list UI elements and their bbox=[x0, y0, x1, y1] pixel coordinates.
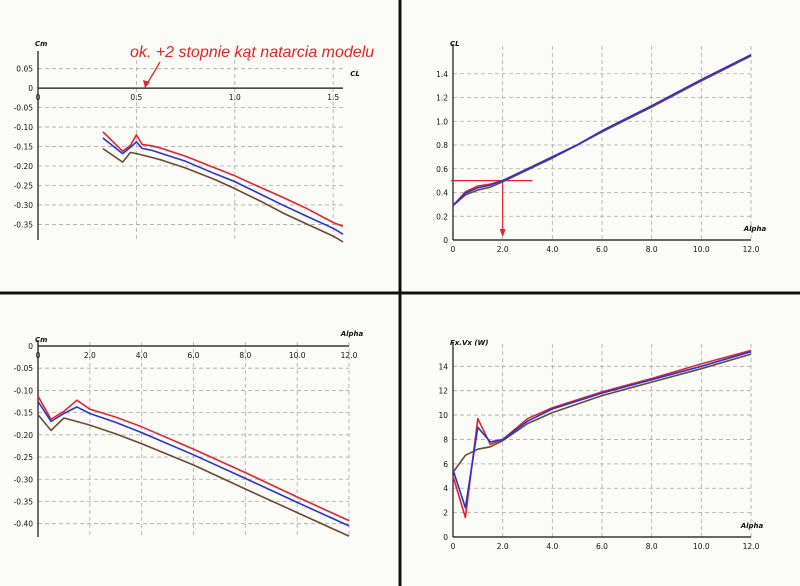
y-tick-label: 4 bbox=[443, 484, 448, 493]
x-tick-label: 12.0 bbox=[743, 245, 760, 254]
series-line-blue bbox=[102, 137, 344, 235]
annotation-arrowhead bbox=[143, 80, 150, 88]
y-tick-label: -0.35 bbox=[14, 220, 34, 229]
guide-arrowhead bbox=[499, 229, 506, 237]
y-tick-label: 1.4 bbox=[436, 70, 448, 79]
x-tick-label: 1.5 bbox=[327, 93, 339, 102]
x-axis-label: CL bbox=[350, 70, 360, 78]
y-tick-label: 14 bbox=[438, 362, 448, 371]
y-tick-label: 1.0 bbox=[436, 117, 448, 126]
x-axis-label: Alpha bbox=[740, 522, 764, 530]
chart-cm-vs-cl: 0 0.5 1.0 1.50.050-0.05-0.10-0.15-0.20-0.25… bbox=[14, 40, 360, 243]
chart-fxvx-vs-alpha: 0 2.0 4.0 6.0 8.0 10.0 12.0 0 2 4 6 8 10 12 14 Alpha Fx.… bbox=[438, 339, 763, 551]
y-axis-label: Cm bbox=[35, 40, 47, 48]
x-tick-label: 12.0 bbox=[341, 351, 358, 360]
y-tick-label: -0.35 bbox=[14, 497, 34, 506]
x-tick-label: 2.0 bbox=[497, 542, 509, 551]
y-tick-label: 8 bbox=[443, 435, 448, 444]
y-tick-label: -0.05 bbox=[14, 104, 34, 113]
y-tick-label: 0 bbox=[28, 342, 33, 351]
y-tick-label: -0.25 bbox=[14, 181, 34, 190]
y-axis-label: Cm bbox=[35, 336, 47, 344]
y-tick-label: 0.6 bbox=[436, 165, 448, 174]
panel-bottom-left bbox=[0, 295, 398, 586]
x-tick-label: 12.0 bbox=[743, 542, 760, 551]
y-tick-label: 0.4 bbox=[436, 189, 448, 198]
panel-top-left bbox=[0, 0, 398, 291]
y-tick-label: 1.2 bbox=[436, 94, 448, 103]
series-line-blue bbox=[452, 54, 752, 207]
x-tick-label: 0 bbox=[36, 93, 41, 102]
y-tick-label: 0 bbox=[443, 533, 448, 542]
panel-top-right bbox=[402, 0, 800, 291]
y-tick-label: -0.05 bbox=[14, 364, 34, 373]
series-line-red bbox=[102, 131, 344, 228]
chart-cm-vs-alpha: 0 2.0 4.0 6.0 8.0 10.0 12.00-0.05-0.10-0.15-0.… bbox=[14, 330, 364, 537]
series-line-red bbox=[37, 395, 350, 522]
x-tick-label: 8.0 bbox=[646, 245, 658, 254]
x-tick-label: 2.0 bbox=[497, 245, 509, 254]
x-tick-label: 1.0 bbox=[229, 93, 241, 102]
x-tick-label: 0 bbox=[451, 542, 456, 551]
series-line-brown bbox=[102, 147, 344, 243]
y-tick-label: 0.2 bbox=[436, 212, 448, 221]
series-line-brown bbox=[452, 55, 752, 207]
x-tick-label: 6.0 bbox=[596, 542, 608, 551]
x-tick-label: 0 bbox=[36, 351, 41, 360]
x-tick-label: 0.5 bbox=[130, 93, 142, 102]
y-tick-label: 0 bbox=[28, 84, 33, 93]
y-tick-label: 2 bbox=[443, 509, 448, 518]
y-tick-label: -0.15 bbox=[14, 409, 34, 418]
x-tick-label: 4.0 bbox=[136, 351, 148, 360]
y-tick-label: 0 bbox=[443, 236, 448, 245]
y-tick-label: 0.8 bbox=[436, 141, 448, 150]
y-tick-label: -0.10 bbox=[14, 386, 34, 395]
annotation-text: ok. +2 stopnie kąt natarcia modelu bbox=[130, 44, 374, 61]
x-tick-label: 10.0 bbox=[693, 245, 710, 254]
x-tick-label: 2.0 bbox=[84, 351, 96, 360]
x-tick-label: 4.0 bbox=[546, 245, 558, 254]
series-line-blue bbox=[452, 350, 752, 509]
x-tick-label: 8.0 bbox=[646, 542, 658, 551]
x-tick-label: 10.0 bbox=[693, 542, 710, 551]
y-tick-label: -0.25 bbox=[14, 453, 34, 462]
y-axis-label: CL bbox=[450, 40, 460, 48]
series-line-brown bbox=[37, 414, 350, 537]
y-tick-label: -0.20 bbox=[14, 431, 34, 440]
x-tick-label: 6.0 bbox=[596, 245, 608, 254]
y-tick-label: -0.30 bbox=[14, 201, 34, 210]
x-tick-label: 0 bbox=[451, 245, 456, 254]
y-tick-label: 0.05 bbox=[16, 65, 33, 74]
chart-cl-vs-alpha: 0 2.0 4.0 6.0 8.0 10.0 12.0 0 0.2 0.4 0.6 0.8 1.0 1.2… bbox=[436, 40, 766, 254]
annotation-group: ok. +2 stopnie kąt natarcia modelu bbox=[130, 44, 374, 88]
y-tick-label: 6 bbox=[443, 460, 448, 469]
series-line-blue bbox=[37, 401, 350, 527]
x-tick-label: 6.0 bbox=[188, 351, 200, 360]
y-tick-label: -0.30 bbox=[14, 475, 34, 484]
x-axis-label: Alpha bbox=[743, 225, 767, 233]
x-axis-label: Alpha bbox=[340, 330, 364, 338]
y-tick-label: 10 bbox=[438, 411, 448, 420]
x-tick-label: 4.0 bbox=[546, 542, 558, 551]
y-axis-label: Fx.Vx (W) bbox=[450, 339, 488, 347]
annotation-arrow bbox=[146, 61, 161, 85]
y-tick-label: -0.10 bbox=[14, 123, 34, 132]
x-tick-label: 8.0 bbox=[239, 351, 251, 360]
y-tick-label: -0.40 bbox=[14, 520, 34, 529]
y-tick-label: -0.20 bbox=[14, 162, 34, 171]
y-tick-label: -0.15 bbox=[14, 143, 34, 152]
x-tick-label: 10.0 bbox=[289, 351, 306, 360]
y-tick-label: 12 bbox=[438, 387, 448, 396]
